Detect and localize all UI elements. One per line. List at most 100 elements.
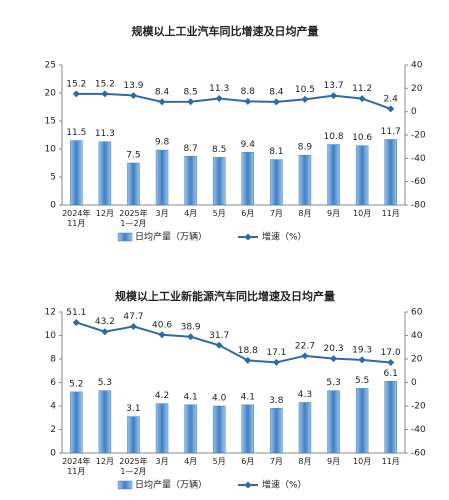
- x-tick-label: 9月: [326, 457, 341, 466]
- bar: [98, 141, 112, 206]
- chart-title: 规模以上工业汽车同比增速及日均产量: [132, 24, 319, 38]
- bar: [70, 140, 83, 206]
- bar-value-label: 7.5: [126, 151, 140, 161]
- line-marker: [215, 94, 223, 102]
- y-tick-label: 15: [45, 117, 56, 127]
- line-value-label: 8.4: [269, 87, 284, 97]
- line-marker: [330, 355, 338, 363]
- y2-tick-label: 20: [411, 355, 423, 365]
- x-tick-label: 6月: [241, 457, 255, 466]
- line-marker: [358, 95, 366, 103]
- line-marker: [215, 341, 223, 349]
- bar-value-label: 4.1: [241, 392, 255, 402]
- line-marker: [187, 98, 195, 106]
- bar: [241, 152, 255, 206]
- line-value-label: 20.3: [324, 344, 344, 354]
- line-marker: [101, 328, 109, 336]
- bar-value-label: 8.5: [212, 145, 226, 155]
- x-tick-label: 4月: [184, 209, 198, 218]
- bar-value-label: 5.5: [355, 376, 369, 386]
- y2-tick-label: -60: [411, 449, 426, 459]
- x-tick-label: 7月: [269, 457, 283, 466]
- line-value-label: 17.1: [266, 348, 286, 358]
- line-value-label: 22.7: [295, 341, 315, 351]
- y-tick-label: 0: [50, 449, 56, 459]
- x-tick-label: 12月: [95, 457, 114, 466]
- line-value-label: 31.7: [209, 331, 229, 341]
- line-marker: [72, 90, 80, 98]
- chart-title: 规模以上工业新能源汽车同比增速及日均产量: [115, 289, 335, 303]
- bar-value-label: 8.9: [298, 143, 313, 153]
- legend-marker: [244, 481, 252, 489]
- bar: [355, 388, 369, 454]
- bar-value-label: 4.2: [155, 391, 169, 401]
- line-value-label: 47.7: [123, 312, 143, 322]
- line-value-label: 38.9: [181, 322, 201, 332]
- line-value-label: 15.2: [95, 79, 115, 89]
- bar-value-label: 11.7: [381, 127, 401, 137]
- y2-tick-label: -20: [411, 402, 426, 412]
- line-marker: [301, 352, 309, 360]
- line-marker: [358, 356, 366, 364]
- x-tick-label: 2025年 1—2月: [119, 457, 148, 476]
- bar: [127, 162, 140, 206]
- line-marker: [244, 356, 252, 364]
- bar: [327, 390, 340, 454]
- legend-label: 日均产量（万辆）: [135, 231, 207, 243]
- y2-tick-label: -60: [411, 177, 426, 187]
- line-marker: [158, 98, 166, 106]
- y-tick-label: 0: [50, 201, 56, 211]
- y2-tick-label: -40: [411, 154, 426, 164]
- bar: [384, 381, 397, 454]
- bar-value-label: 8.1: [269, 147, 283, 157]
- bar: [127, 416, 140, 454]
- legend-swatch: [117, 480, 133, 490]
- y2-tick-label: 60: [411, 308, 423, 318]
- y-tick-label: 25: [45, 61, 56, 71]
- x-tick-label: 3月: [155, 209, 169, 218]
- line-marker: [387, 359, 395, 367]
- line-marker: [272, 98, 280, 106]
- bar: [184, 404, 197, 454]
- y2-tick-label: -40: [411, 425, 426, 435]
- bar: [270, 159, 283, 206]
- x-tick-label: 5月: [212, 209, 226, 218]
- x-tick-label: 10月: [353, 209, 372, 218]
- line-value-label: 43.2: [95, 317, 115, 327]
- x-tick-label: 11月: [381, 209, 400, 218]
- line-value-label: 18.8: [238, 346, 258, 356]
- line-value-label: 17.0: [381, 348, 401, 358]
- line-value-label: 19.3: [352, 345, 372, 355]
- legend-marker: [244, 233, 252, 241]
- x-tick-label: 3月: [155, 457, 169, 466]
- line: [76, 92, 392, 110]
- y-tick-label: 10: [45, 145, 57, 155]
- y2-tick-label: 40: [411, 61, 423, 71]
- x-tick-label: 8月: [298, 209, 312, 218]
- x-tick-label: 10月: [353, 457, 372, 466]
- line-value-label: 11.2: [352, 84, 372, 94]
- bar-value-label: 9.4: [241, 140, 256, 150]
- bar-value-label: 3.8: [269, 396, 284, 406]
- bar: [384, 139, 397, 206]
- x-tick-label: 11月: [381, 457, 400, 466]
- x-tick-label: 4月: [184, 457, 198, 466]
- line-value-label: 11.3: [209, 84, 229, 94]
- x-tick-label: 9月: [326, 209, 341, 218]
- line-marker: [187, 333, 195, 341]
- bar-value-label: 5.3: [326, 378, 340, 388]
- line-marker: [72, 318, 80, 326]
- x-tick-label: 2024年 11月: [62, 457, 91, 476]
- line: [75, 321, 391, 364]
- bar: [155, 403, 169, 454]
- line-value-label: 13.7: [324, 81, 344, 91]
- line-value-label: 8.8: [241, 87, 256, 97]
- y-tick-label: 6: [50, 378, 56, 388]
- bar: [241, 404, 255, 454]
- bar-value-label: 11.5: [66, 128, 86, 138]
- bar: [298, 402, 312, 454]
- x-tick-label: 8月: [298, 457, 312, 466]
- bar: [212, 405, 226, 454]
- line-marker: [301, 95, 309, 103]
